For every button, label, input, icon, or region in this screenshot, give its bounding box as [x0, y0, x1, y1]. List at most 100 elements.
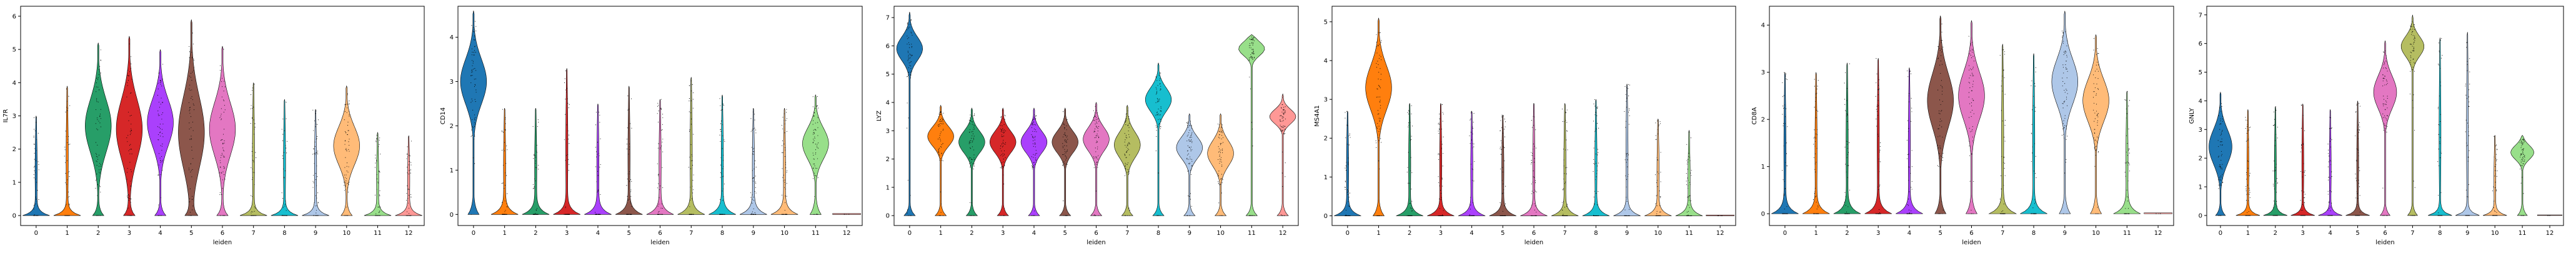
y-axis-title: CD8A: [1751, 107, 1758, 124]
x-tick-label: 3: [1001, 230, 1005, 237]
y-tick-label: 2: [1324, 136, 1328, 142]
data-point: [942, 119, 943, 120]
data-point: [595, 124, 597, 126]
data-point: [222, 179, 223, 181]
data-point: [657, 106, 659, 107]
data-point: [224, 105, 225, 106]
data-point: [1940, 148, 1941, 149]
data-point: [940, 122, 942, 124]
data-point: [1937, 136, 1939, 137]
data-point: [692, 165, 694, 166]
data-point: [2302, 210, 2304, 211]
data-point: [1942, 152, 1944, 154]
data-point: [474, 54, 475, 56]
data-point: [129, 134, 131, 136]
data-point: [1786, 79, 1788, 80]
data-point: [1470, 197, 1471, 198]
data-point: [2066, 139, 2067, 140]
data-point: [626, 185, 627, 186]
data-point: [1191, 161, 1193, 162]
data-point: [158, 82, 159, 84]
violin-0: [896, 12, 923, 216]
data-point: [907, 38, 908, 39]
data-point: [99, 172, 101, 174]
data-point: [2067, 93, 2068, 94]
data-point: [782, 152, 783, 153]
x-tick-label: 2: [2274, 230, 2277, 237]
data-point: [1126, 145, 1128, 146]
data-point: [692, 179, 694, 181]
violin-group-1: [1365, 17, 1392, 217]
data-point: [1098, 137, 1099, 138]
data-point: [251, 105, 252, 106]
data-point: [1127, 125, 1128, 126]
violin-5: [1927, 16, 1954, 214]
data-point: [1158, 101, 1160, 102]
violin-10: [1644, 119, 1672, 216]
data-point: [68, 136, 69, 137]
data-point: [2247, 215, 2249, 216]
data-point: [1191, 149, 1193, 151]
data-point: [1942, 157, 1944, 159]
violin-group-12: [1706, 214, 1734, 217]
violin-7: [239, 82, 267, 216]
data-point: [970, 140, 972, 141]
data-point: [222, 149, 224, 151]
data-point: [189, 89, 191, 91]
data-point: [568, 214, 569, 215]
data-point: [1533, 192, 1534, 194]
x-axis-title: leiden: [1962, 239, 1981, 246]
violin-3: [1427, 103, 1455, 216]
x-tick-label: 3: [1439, 230, 1443, 237]
data-point: [629, 149, 630, 150]
data-point: [2063, 134, 2064, 135]
data-point: [1849, 189, 1851, 191]
x-tick-label: 9: [314, 230, 317, 237]
data-point: [1999, 54, 2001, 56]
violin-group-12: [2144, 212, 2172, 214]
data-point: [1655, 203, 1656, 204]
x-axis-title: leiden: [213, 239, 232, 246]
data-point: [38, 199, 39, 201]
data-point: [1688, 156, 1689, 157]
data-point: [2247, 167, 2249, 169]
data-point: [2097, 113, 2099, 114]
data-point: [224, 86, 226, 87]
data-point: [1219, 124, 1220, 126]
data-point: [66, 184, 67, 185]
data-point: [1158, 124, 1160, 125]
data-point: [910, 67, 912, 69]
data-point: [755, 192, 757, 194]
data-point: [255, 152, 256, 153]
data-point: [157, 139, 159, 141]
data-point: [2220, 111, 2222, 112]
data-point: [1093, 156, 1095, 157]
y-tick-label: 4: [886, 99, 890, 106]
data-point: [1346, 124, 1348, 126]
violin-group-5: [1489, 114, 1517, 217]
data-point: [2222, 121, 2224, 122]
x-tick-label: 6: [1094, 230, 1098, 237]
data-point: [1690, 172, 1691, 174]
data-point: [1971, 116, 1972, 117]
data-point: [346, 178, 347, 179]
data-point: [720, 157, 722, 158]
data-point: [565, 89, 567, 91]
data-point: [313, 182, 314, 184]
data-point: [817, 96, 818, 97]
data-point: [1221, 174, 1222, 175]
data-point: [1125, 121, 1126, 122]
data-point: [312, 187, 314, 188]
data-point: [693, 174, 694, 176]
data-point: [1564, 183, 1566, 184]
data-point: [130, 144, 131, 145]
data-point: [1221, 124, 1223, 126]
data-point: [940, 114, 941, 115]
data-point: [348, 149, 349, 150]
data-point: [2062, 32, 2064, 33]
data-point: [813, 112, 815, 113]
data-point: [2221, 184, 2222, 186]
data-point: [1191, 132, 1193, 133]
